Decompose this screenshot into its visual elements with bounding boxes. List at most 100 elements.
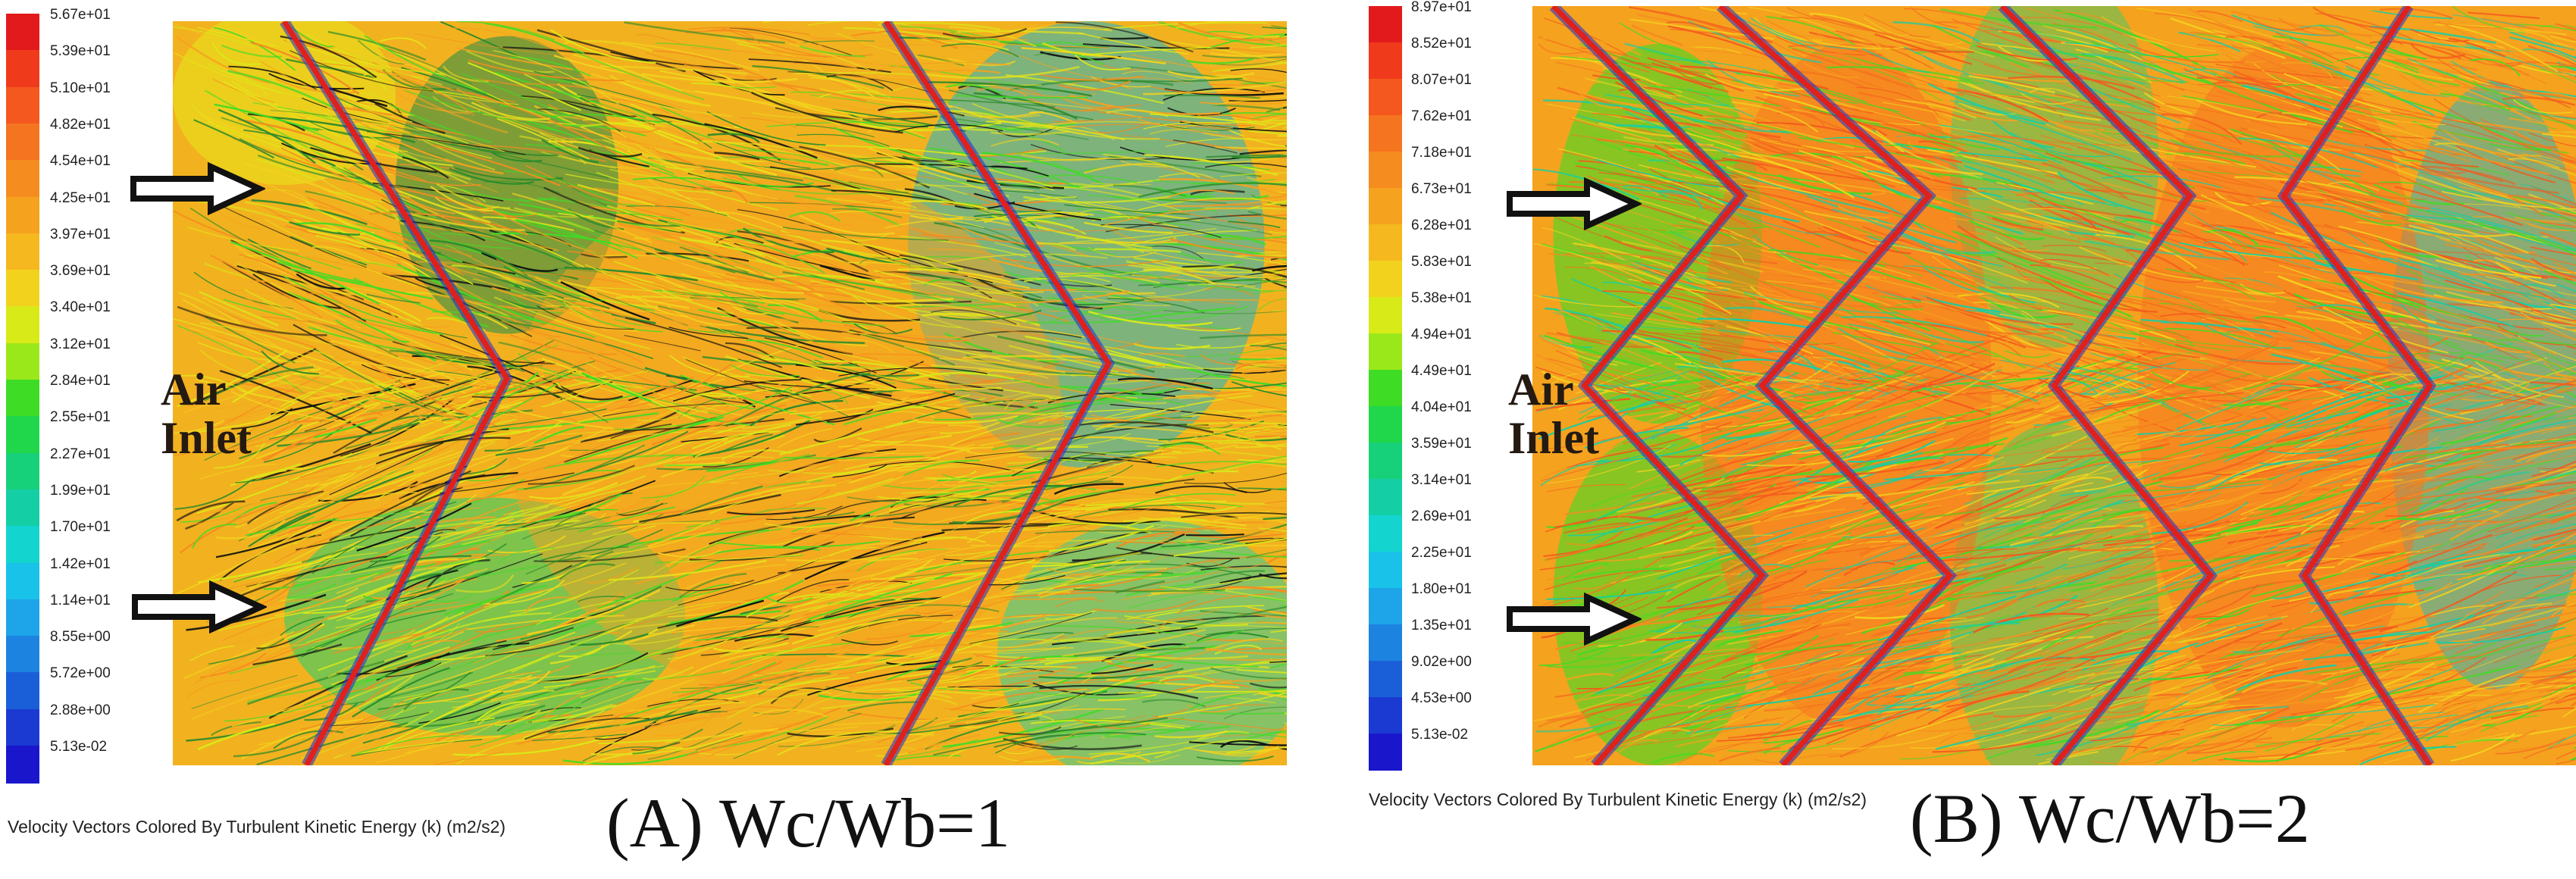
legend-label: 4.54e+01 — [50, 153, 111, 170]
legend-label: 1.35e+01 — [1411, 618, 1472, 633]
legend-label: 5.72e+00 — [50, 665, 111, 682]
legend-label: 7.18e+01 — [1411, 145, 1472, 161]
legend-label: 3.97e+01 — [50, 226, 111, 242]
legend-swatch — [6, 50, 39, 89]
legend-swatch — [6, 489, 39, 527]
legend-swatch — [6, 636, 39, 674]
legend-swatch — [1369, 42, 1402, 80]
legend-swatch — [1369, 297, 1402, 334]
legend-swatch — [1369, 588, 1402, 625]
legend-label: 4.82e+01 — [50, 116, 111, 133]
legend-swatch — [1369, 443, 1402, 480]
legend-swatch — [1369, 152, 1402, 189]
velocity-vector-field — [173, 21, 1287, 765]
legend-label: 1.99e+01 — [50, 482, 111, 499]
legend-label: 3.59e+01 — [1411, 436, 1472, 452]
legend-label: 5.38e+01 — [1411, 290, 1472, 306]
legend-label: 6.28e+01 — [1411, 217, 1472, 233]
legend-swatch — [6, 526, 39, 565]
legend-swatch — [1369, 515, 1402, 552]
panel-b: 8.97e+01 8.52e+01 8.07e+01 7.62e+01 7.18e+01… — [1357, 0, 2576, 879]
legend-swatch — [6, 672, 39, 711]
inlet-arrow-icon — [130, 162, 265, 215]
legend-label: 5.83e+01 — [1411, 254, 1472, 270]
legend-swatch — [1369, 115, 1402, 152]
legend-label: 2.69e+01 — [1411, 508, 1472, 524]
legend-swatch — [1369, 188, 1402, 225]
legend-swatch — [1369, 261, 1402, 298]
legend-swatch — [6, 270, 39, 308]
legend-swatch — [6, 123, 39, 161]
inlet-arrow-icon — [132, 580, 267, 633]
legend-label: 8.55e+00 — [50, 629, 111, 646]
legend-label: 2.84e+01 — [50, 373, 111, 389]
legend-swatch — [1369, 224, 1402, 261]
legend-label: 3.40e+01 — [50, 299, 111, 316]
legend-label: 1.14e+01 — [50, 592, 111, 608]
legend-swatch — [6, 562, 39, 601]
panel-caption: (A) Wc/Wb=1 — [606, 784, 1010, 862]
legend-swatch — [1369, 333, 1402, 371]
velocity-vector-field — [1532, 6, 2576, 765]
legend-label: 2.55e+01 — [50, 409, 111, 426]
legend-label: 1.42e+01 — [50, 555, 111, 572]
legend-label: 3.14e+01 — [1411, 472, 1472, 488]
panel-a: 5.67e+01 5.39e+01 5.10e+01 4.82e+01 4.54e+01… — [6, 7, 1287, 862]
legend-swatch — [1369, 6, 1402, 43]
legend-label: 5.67e+01 — [50, 7, 111, 23]
legend-swatch — [6, 709, 39, 747]
legend-label: 3.69e+01 — [50, 263, 111, 280]
legend-swatch — [1369, 370, 1402, 407]
inlet-arrow-icon — [1507, 177, 1642, 230]
legend-swatch — [6, 86, 39, 125]
legend-swatch — [6, 416, 39, 455]
legend-label: 5.13e-02 — [50, 739, 108, 755]
legend-label: 4.49e+01 — [1411, 363, 1472, 379]
legend-swatch — [6, 233, 39, 271]
legend-label: 6.73e+01 — [1411, 181, 1472, 197]
legend-swatch — [1369, 479, 1402, 516]
legend-swatch — [6, 306, 39, 345]
legend-swatch — [6, 380, 39, 418]
legend-label: 1.80e+01 — [1411, 581, 1472, 597]
legend-label: 4.25e+01 — [50, 189, 111, 206]
legend-label: 4.94e+01 — [1411, 327, 1472, 343]
legend-swatch — [1369, 661, 1402, 698]
legend-label: 8.52e+01 — [1411, 36, 1472, 52]
air-inlet-label: Air Inlet — [161, 364, 252, 463]
legend-label: 8.97e+01 — [1411, 0, 1472, 15]
vector-coloring-label: Velocity Vectors Colored By Turbulent Ki… — [1369, 790, 1867, 809]
legend-swatch — [1369, 624, 1402, 662]
legend-label: 8.07e+01 — [1411, 72, 1472, 88]
air-inlet-label: Air Inlet — [1508, 364, 1599, 463]
legend-label: 5.13e-02 — [1411, 727, 1469, 743]
legend-swatch — [6, 14, 39, 52]
legend-label: 4.53e+00 — [1411, 690, 1472, 706]
velocity-vector-plot — [173, 21, 1287, 765]
legend-label: 5.39e+01 — [50, 43, 111, 60]
legend-swatch — [1369, 734, 1402, 771]
legend-label: 3.12e+01 — [50, 336, 111, 352]
legend-label: 2.27e+01 — [50, 446, 111, 462]
legend-swatch — [6, 160, 39, 199]
legend-swatch — [1369, 697, 1402, 734]
inlet-arrow-icon — [1507, 593, 1642, 646]
vector-coloring-label: Velocity Vectors Colored By Turbulent Ki… — [8, 817, 506, 837]
legend-swatch — [1369, 406, 1402, 443]
panel-caption: (B) Wc/Wb=2 — [1910, 780, 2310, 857]
legend-label: 4.04e+01 — [1411, 399, 1472, 415]
legend-swatch — [6, 452, 39, 491]
legend-label: 1.70e+01 — [50, 519, 111, 536]
legend-label: 9.02e+00 — [1411, 654, 1472, 670]
legend-label: 7.62e+01 — [1411, 108, 1472, 124]
legend-swatch — [6, 746, 39, 784]
legend-swatch — [6, 599, 39, 637]
legend-label: 2.25e+01 — [1411, 545, 1472, 561]
legend-swatch — [1369, 79, 1402, 116]
legend-swatch — [6, 196, 39, 235]
legend-swatch — [6, 343, 39, 381]
legend-swatch — [1369, 552, 1402, 589]
velocity-vector-plot — [1532, 6, 2576, 765]
legend-label: 5.10e+01 — [50, 80, 111, 96]
legend-label: 2.88e+00 — [50, 702, 111, 718]
